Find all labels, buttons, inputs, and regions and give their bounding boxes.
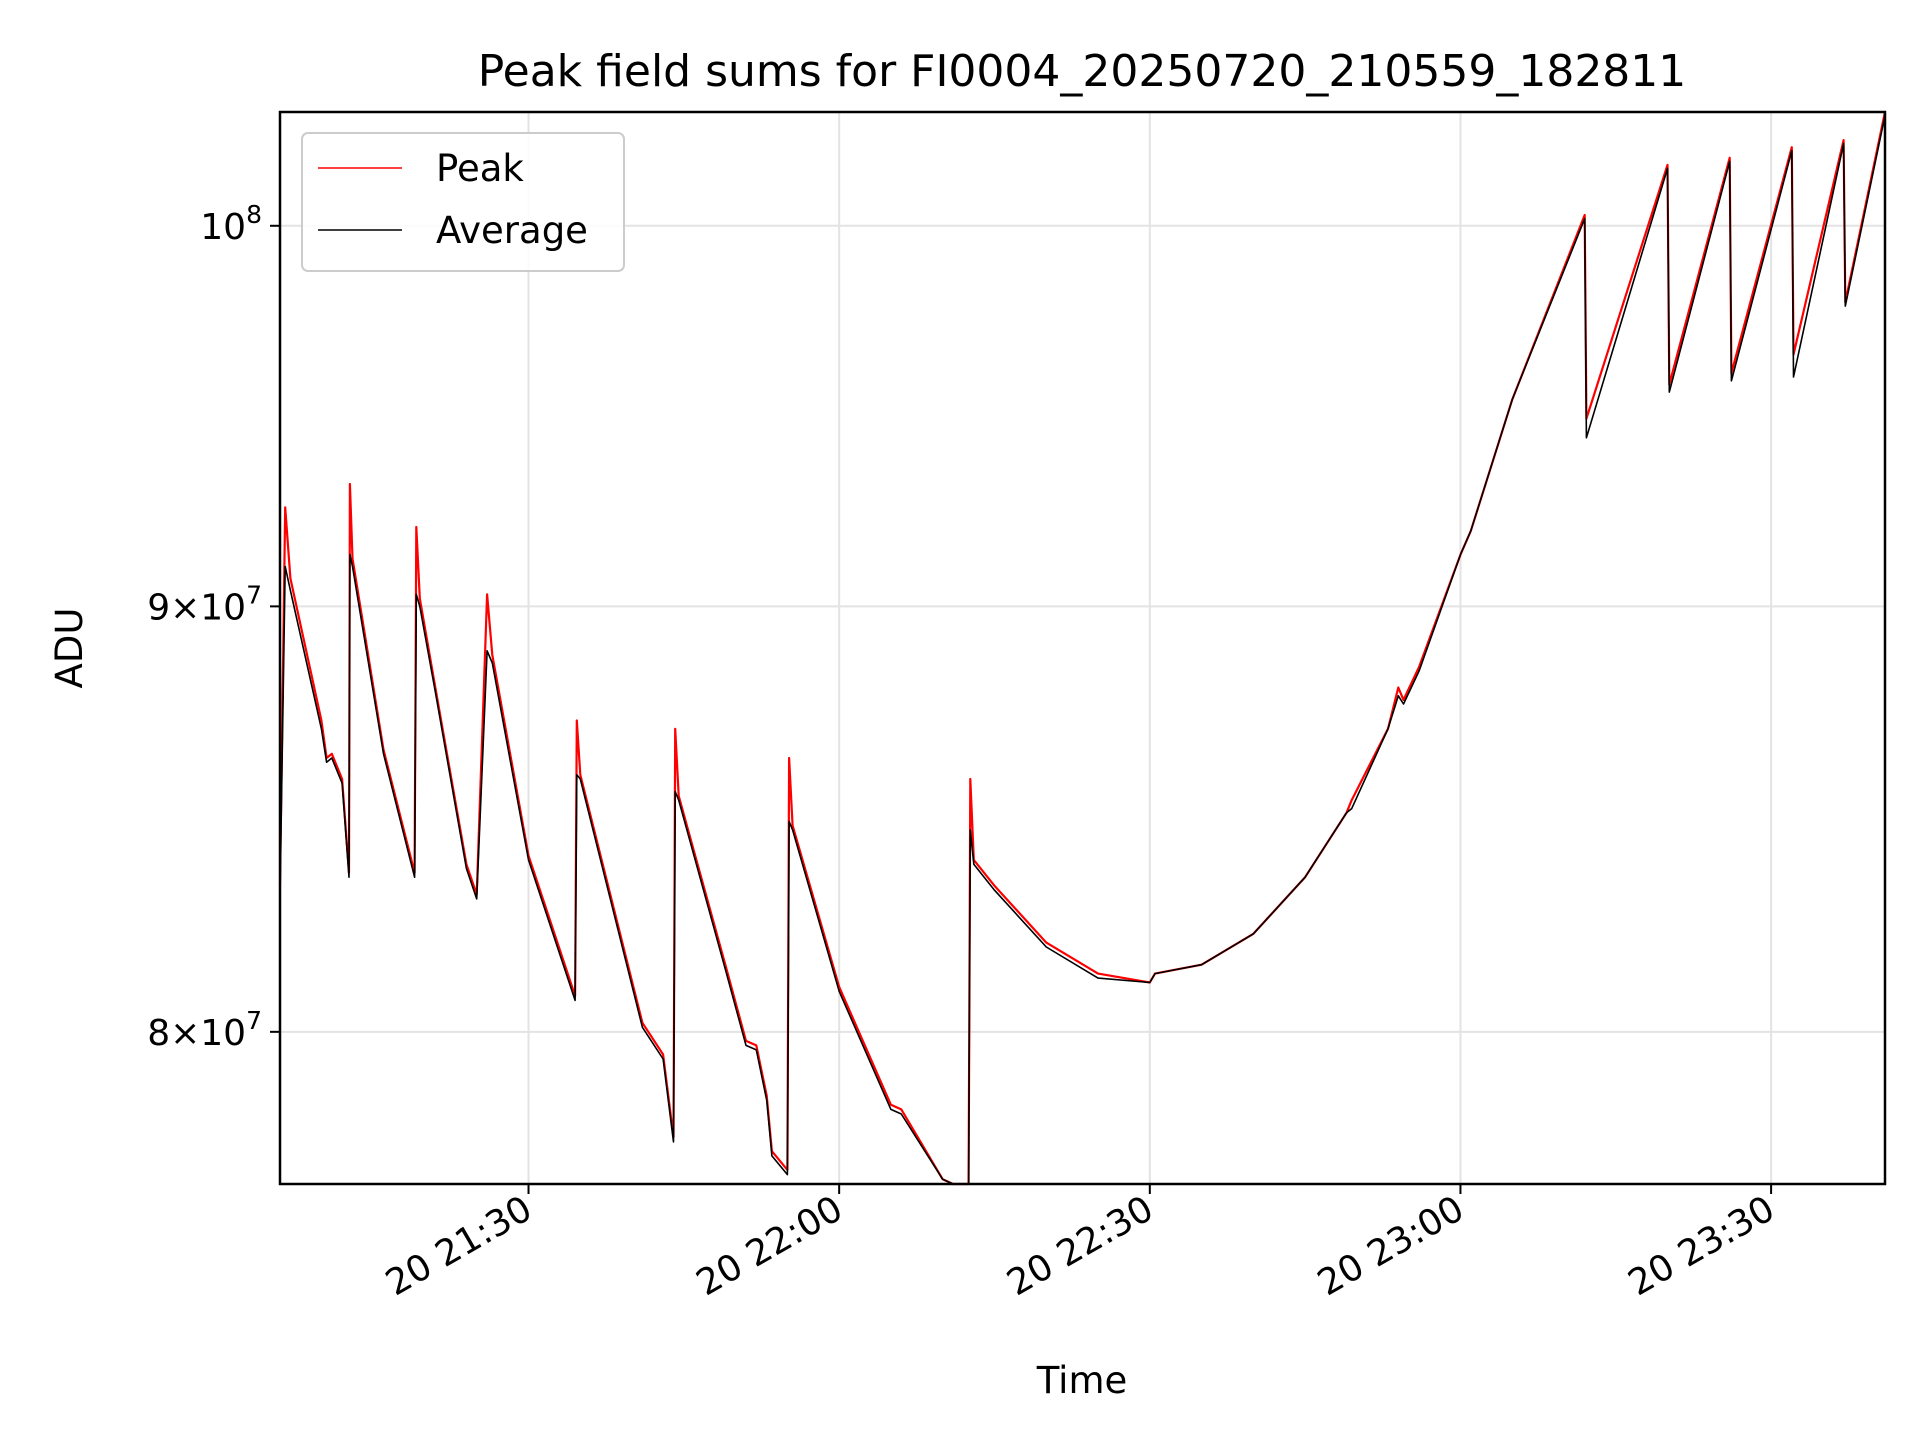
x-tick-label: 20 22:30 [1000, 1188, 1160, 1304]
chart-title: Peak field sums for FI0004_20250720_2105… [478, 46, 1687, 97]
x-tick-label: 20 23:30 [1622, 1188, 1782, 1304]
y-tick-label: 108 [200, 200, 262, 248]
legend-label-peak: Peak [436, 147, 524, 190]
x-axis-label: Time [1036, 1359, 1128, 1402]
legend-label-average: Average [436, 209, 588, 252]
legend: Peak Average [301, 132, 625, 272]
series-line-peak [278, 111, 1887, 1186]
grid [280, 112, 1885, 1184]
y-axis-ticks: 8×107 9×107 108 [147, 200, 280, 1054]
x-tick-label: 20 23:00 [1311, 1188, 1471, 1304]
x-tick-label: 20 22:00 [690, 1188, 850, 1304]
x-axis-ticks: 20 21:30 20 22:00 20 22:30 20 23:00 20 23:30 [379, 1184, 1782, 1304]
plot-area-frame [278, 110, 1887, 1186]
y-tick-label: 8×107 [147, 1006, 262, 1054]
x-tick-label: 20 21:30 [379, 1188, 539, 1304]
y-tick-label: 9×107 [147, 580, 262, 628]
y-axis-label: ADU [48, 608, 91, 689]
series-line-average [279, 115, 1886, 1185]
plot-lines [278, 111, 1887, 1186]
